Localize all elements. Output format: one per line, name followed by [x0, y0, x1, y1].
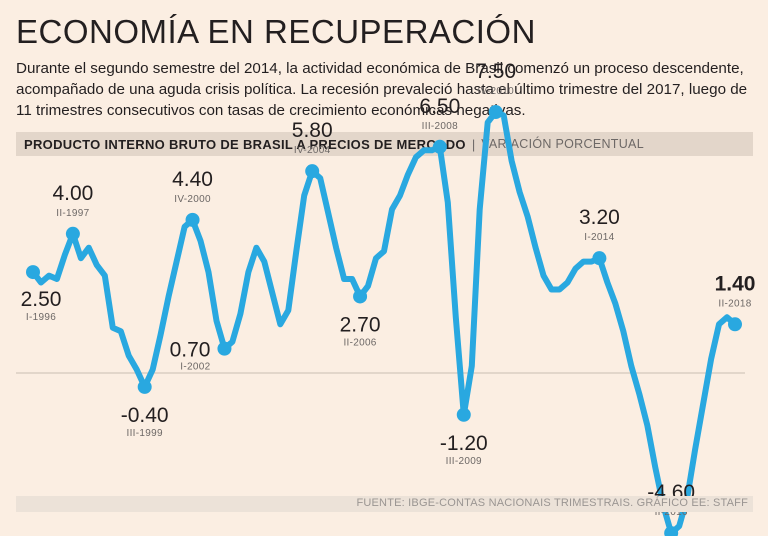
period-label: I-1996: [26, 312, 56, 323]
period-label: IV-2010: [477, 86, 514, 97]
period-label: III-2008: [422, 121, 458, 132]
value-label: 5.80: [292, 119, 333, 142]
value-label: 2.70: [340, 313, 381, 336]
marker-ii-2006: [353, 289, 368, 304]
period-label: III-2009: [446, 456, 482, 467]
marker-ii-2018: [728, 317, 742, 332]
period-label: IV-2004: [294, 145, 331, 156]
marker-ii-1997: [65, 226, 80, 241]
period-label: I-2002: [180, 362, 210, 373]
source-bar: [16, 496, 753, 512]
marker-iv-2004: [305, 164, 320, 179]
chart-header-bar: PRODUCTO INTERNO BRUTO DE BRASIL A PRECI…: [16, 132, 753, 156]
period-label: I-2014: [584, 232, 614, 243]
marker-iv-2000: [185, 212, 200, 227]
value-label: 4.40: [172, 168, 213, 191]
value-label: -0.40: [121, 404, 169, 427]
marker-ii-2016: [664, 526, 679, 536]
period-label: III-1999: [127, 428, 163, 439]
value-label: 3.20: [579, 206, 620, 229]
marker-i-2014: [592, 251, 607, 266]
period-label: II-1997: [56, 208, 89, 219]
gdp-series-line: [30, 109, 738, 536]
chart-header-separator: |: [471, 136, 476, 152]
page-title: ECONOMÍA EN RECUPERACIÓN: [16, 13, 536, 50]
period-label: IV-2000: [174, 194, 211, 205]
subtitle-text: Durante el segundo semestre del 2014, la…: [16, 60, 748, 119]
chart-title: PRODUCTO INTERNO BRUTO DE BRASIL A PRECI…: [24, 136, 466, 152]
period-label: II-2018: [718, 298, 751, 309]
period-label: II-2006: [343, 337, 376, 348]
annotation-markers: [26, 105, 742, 536]
value-label: 1.40: [715, 272, 756, 295]
marker-iii-2008: [432, 139, 447, 154]
marker-iii-2009: [456, 407, 471, 422]
value-label: 7.50: [475, 60, 516, 83]
value-label: 6.50: [419, 95, 460, 118]
period-label: II-2016: [655, 507, 688, 518]
value-label: -1.20: [440, 432, 488, 455]
source-text: FUENTE: IBGE-CONTAS NACIONAIS TRIMESTRAI…: [356, 497, 748, 509]
value-label: 2.50: [21, 288, 62, 311]
value-label: 4.00: [52, 182, 93, 205]
value-label: 0.70: [170, 339, 211, 362]
marker-iv-2010: [488, 105, 503, 119]
chart-unit-label: VARIACIÓN PORCENTUAL: [481, 137, 644, 151]
marker-i-2002: [217, 341, 232, 356]
marker-i-1996: [26, 265, 40, 280]
marker-iii-1999: [137, 379, 152, 394]
